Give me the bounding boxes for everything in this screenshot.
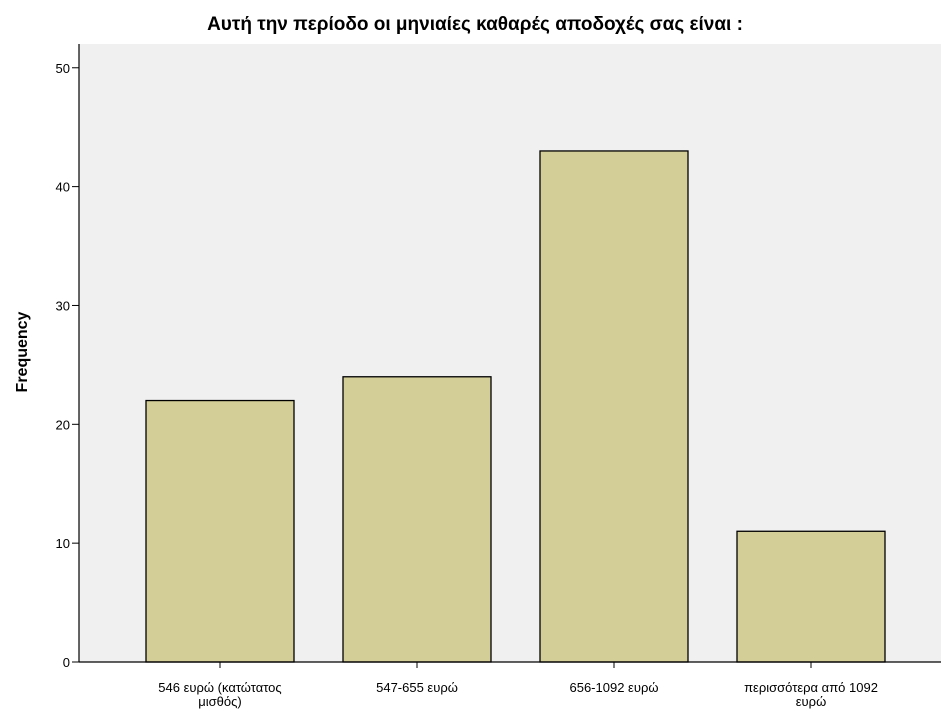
x-category-label: 547-655 ευρώ xyxy=(376,680,458,695)
y-axis-label: Frequency xyxy=(14,311,31,392)
y-axis-ticks: 0 10 20 30 40 50 xyxy=(56,61,79,670)
y-tick-label: 20 xyxy=(56,417,70,432)
bar-2 xyxy=(342,376,492,663)
x-category-label: περισσότερα από 1092 ευρώ xyxy=(744,680,878,709)
bars xyxy=(145,150,886,663)
y-tick-label: 10 xyxy=(56,536,70,551)
bar-3 xyxy=(539,150,689,663)
x-axis-labels: 546 ευρώ (κατώτατος μισθός) 547-655 ευρώ 65… xyxy=(158,662,878,709)
chart-title: Αυτή την περίοδο οι μηνιαίες καθαρές απο… xyxy=(207,14,743,35)
y-tick-label: 0 xyxy=(63,655,70,670)
y-tick-label: 30 xyxy=(56,298,70,313)
y-tick-label: 50 xyxy=(56,61,70,76)
y-tick-label: 40 xyxy=(56,180,70,195)
bar-4 xyxy=(736,530,886,663)
x-category-label: 656-1092 ευρώ xyxy=(569,680,658,695)
bar-1 xyxy=(145,399,295,663)
x-category-label: 546 ευρώ (κατώτατος μισθός) xyxy=(158,680,281,709)
